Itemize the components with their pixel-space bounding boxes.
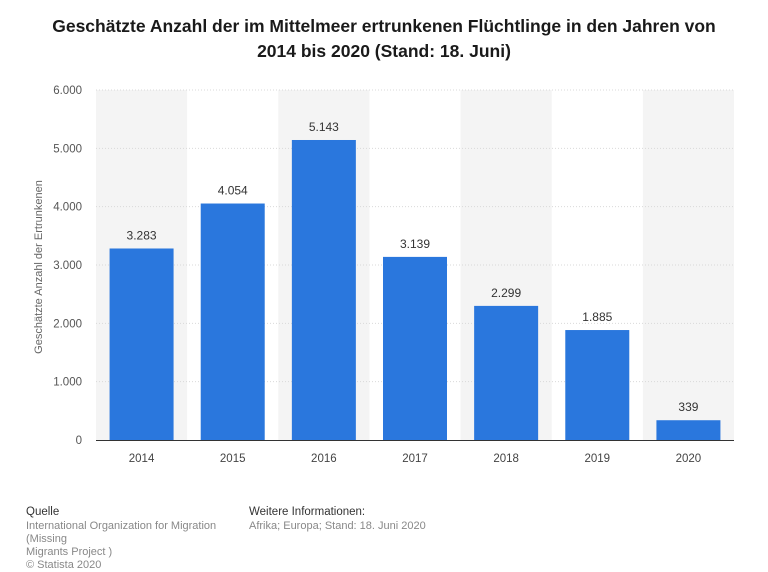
copyright-line: © Statista 2020 [26,559,102,571]
y-tick-label: 2.000 [53,318,82,330]
y-tick-label: 6.000 [53,85,82,97]
bar [656,420,721,440]
info-block: Weitere Informationen: Afrika; Europa; S… [249,506,499,533]
bar [109,248,174,440]
y-tick-label: 4.000 [53,202,82,214]
bar [200,203,265,440]
value-label: 339 [678,400,698,414]
value-label: 2.299 [491,286,521,300]
source-line: International Organization for Migration… [26,520,217,545]
y-axis-label: Geschätzte Anzahl der Ertrunkenen [33,180,45,354]
value-label: 1.885 [582,310,612,324]
value-label: 4.054 [218,184,248,198]
x-tick-label: 2018 [493,453,519,465]
bar [291,139,356,440]
x-tick-label: 2019 [584,453,610,465]
x-tick-label: 2020 [676,453,702,465]
y-tick-label: 0 [76,435,82,447]
x-tick-label: 2017 [402,453,428,465]
chart-title: Geschätzte Anzahl der im Mittelmeer ertr… [52,16,716,61]
value-label: 5.143 [309,120,339,134]
value-label: 3.139 [400,237,430,251]
value-labels: 3.283 4.054 5.143 3.139 2.299 1.885 339 [127,120,699,414]
x-tick-label: 2015 [220,453,246,465]
bar [474,305,539,440]
source-block: Quelle International Organization for Mi… [26,506,256,572]
y-tick-label: 3.000 [53,260,82,272]
value-label: 3.283 [127,228,157,242]
bar [383,256,447,440]
y-tick-label: 5.000 [53,143,82,155]
source-line: Migrants Project ) [26,546,113,558]
info-heading: Weitere Informationen: [249,506,366,518]
x-axis-ticks: 2014 2015 2016 2017 2018 2019 2020 [129,453,701,465]
y-tick-label: 1.000 [53,377,82,389]
x-tick-label: 2016 [311,453,337,465]
info-line: Afrika; Europa; Stand: 18. Juni 2020 [249,520,426,532]
bar-chart: 0 1.000 2.000 3.000 4.000 5.000 6.000 3.283 4.0… [53,85,734,465]
bar [565,330,630,440]
source-heading: Quelle [26,506,60,518]
column-band [642,90,734,440]
bars [109,139,721,440]
x-tick-label: 2014 [129,453,155,465]
y-axis-ticks: 0 1.000 2.000 3.000 4.000 5.000 6.000 [53,85,82,447]
